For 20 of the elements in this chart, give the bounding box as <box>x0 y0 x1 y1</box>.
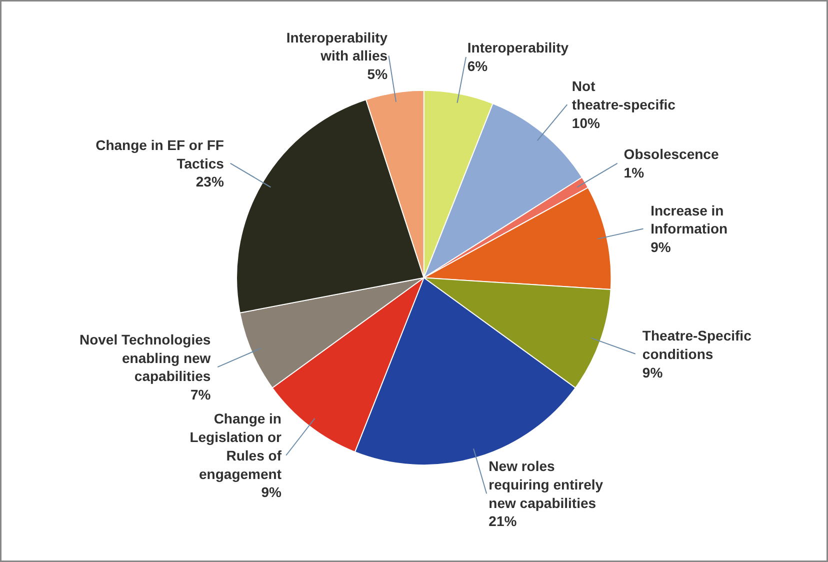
data-label: 1% <box>624 164 645 181</box>
data-label: 6% <box>467 58 488 74</box>
slice-label: New roles requiring entirely new capabilities <box>488 458 604 511</box>
slice-label: Interoperability with allies <box>286 29 388 64</box>
data-label: 9% <box>650 239 672 256</box>
data-label: 5% <box>367 66 388 82</box>
slice-label: Change in Legislation or Rules of engagement <box>190 410 282 482</box>
slice-label: Not theatre-specific <box>572 78 676 113</box>
data-label: 9% <box>642 364 664 380</box>
slice-label: Increase in Information <box>650 202 728 237</box>
data-label: 9% <box>261 484 282 500</box>
slice-label: Theatre-Specific conditions <box>642 328 752 362</box>
data-label: 10% <box>572 114 601 131</box>
slice-label: Change in EF or FF Tactics <box>96 136 224 172</box>
data-label: 23% <box>196 174 224 190</box>
slice-label: Interoperability <box>467 40 569 56</box>
slice-label: Novel Technologies enabling new capabilities <box>79 331 211 384</box>
data-label: 21% <box>488 513 518 530</box>
slice-label: Obsolescence <box>624 146 719 162</box>
data-label: 7% <box>190 386 212 403</box>
